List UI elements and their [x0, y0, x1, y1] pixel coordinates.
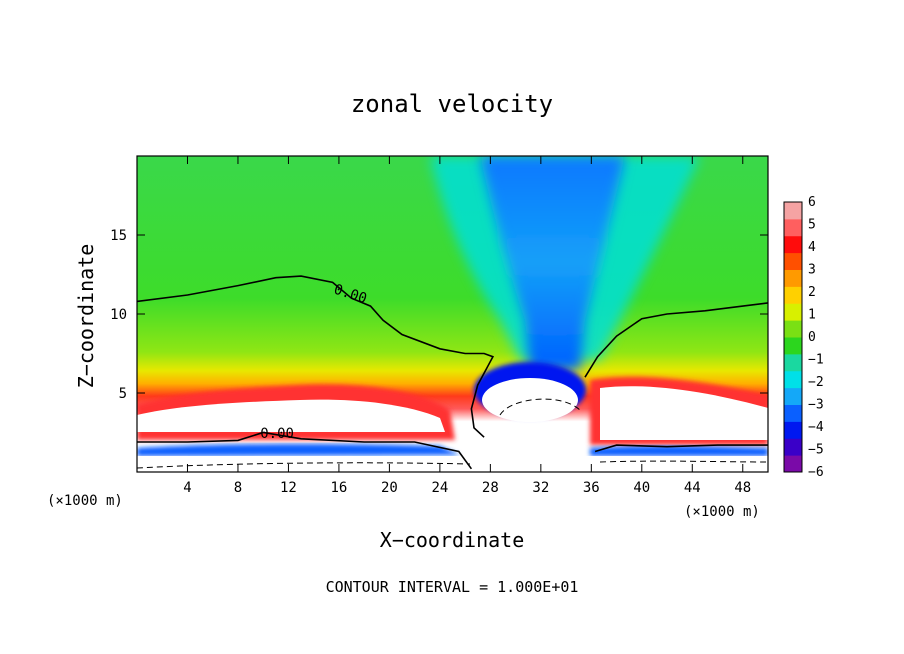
colorbar	[784, 202, 802, 473]
colorbar-swatch	[784, 455, 802, 473]
colorbar-tick-label: 0	[808, 330, 816, 345]
colorbar-swatch	[784, 337, 802, 355]
dashed-contours	[137, 398, 768, 469]
x-tick-label: 24	[431, 480, 448, 496]
colorbar-swatch	[784, 235, 802, 254]
contour-interval-footer: CONTOUR INTERVAL = 1.000E+01	[326, 578, 579, 596]
x-tick-label: 12	[280, 480, 297, 496]
x-tick-label: 16	[330, 480, 347, 496]
zero-contour-upper	[137, 275, 495, 438]
x-tick-label: 44	[684, 480, 701, 496]
colorbar-tick-label: −6	[808, 465, 824, 480]
zero-contour-lower-right	[594, 444, 768, 453]
colorbar-tick-label: 4	[808, 240, 816, 255]
colorbar-swatch	[784, 286, 802, 304]
x-tick-label: 36	[583, 480, 600, 496]
colorbar-swatch	[784, 404, 802, 422]
contour-label: 0.00	[260, 426, 294, 442]
zero-contour-lower	[137, 431, 473, 470]
x-axis-ticks: 4 8 12 16 20 24 28 32 36 40 44 48	[183, 156, 751, 496]
x-tick-label: 32	[532, 480, 549, 496]
colorbar-swatch	[784, 269, 802, 287]
x-axis-title: X−coordinate	[380, 528, 525, 552]
colorbar-tick-label: 5	[808, 218, 816, 233]
x-tick-label: 4	[183, 480, 191, 496]
colorbar-swatch	[784, 320, 802, 338]
colorbar-tick-label: −1	[808, 353, 824, 368]
colorbar-swatch	[784, 370, 802, 389]
x-unit-label-right: (×1000 m)	[684, 504, 760, 520]
x-tick-label: 40	[633, 480, 650, 496]
x-tick-label: 20	[381, 480, 398, 496]
colorbar-swatch	[784, 387, 802, 405]
colorbar-swatch	[784, 421, 802, 439]
colorbar-tick-label: 3	[808, 263, 816, 278]
y-tick-label: 5	[119, 386, 127, 402]
colorbar-tick-label: −5	[808, 443, 824, 458]
x-tick-label: 8	[234, 480, 242, 496]
colorbar-swatch	[784, 252, 802, 270]
x-unit-label-left: (×1000 m)	[47, 493, 123, 509]
colorbar-tick-label: 2	[808, 285, 816, 300]
x-tick-label: 48	[734, 480, 751, 496]
colorbar-swatch	[784, 202, 802, 220]
colorbar-ticks: 6 5 4 3 2 1 0 −1 −2 −3 −4 −5 −6	[808, 195, 824, 480]
colorbar-tick-label: −3	[808, 398, 824, 413]
colorbar-tick-label: 1	[808, 308, 816, 323]
colorbar-tick-label: −4	[808, 420, 824, 435]
y-tick-label: 15	[110, 228, 127, 244]
colorbar-swatch	[784, 353, 802, 372]
colorbar-tick-label: 6	[808, 195, 816, 210]
colorbar-frame	[783, 201, 803, 473]
colorbar-swatch	[784, 438, 802, 456]
y-axis-ticks: 5 10 15	[110, 228, 768, 402]
zero-contour-right	[584, 302, 768, 378]
x-tick-label: 28	[482, 480, 499, 496]
y-tick-label: 10	[110, 307, 127, 323]
colorbar-tick-label: −2	[808, 375, 824, 390]
colorbar-swatch	[784, 218, 802, 237]
y-axis-title: Z−coordinate	[74, 244, 98, 389]
zero-contours	[137, 275, 768, 470]
colorbar-swatch	[784, 303, 802, 321]
chart-title: zonal velocity	[351, 90, 553, 118]
